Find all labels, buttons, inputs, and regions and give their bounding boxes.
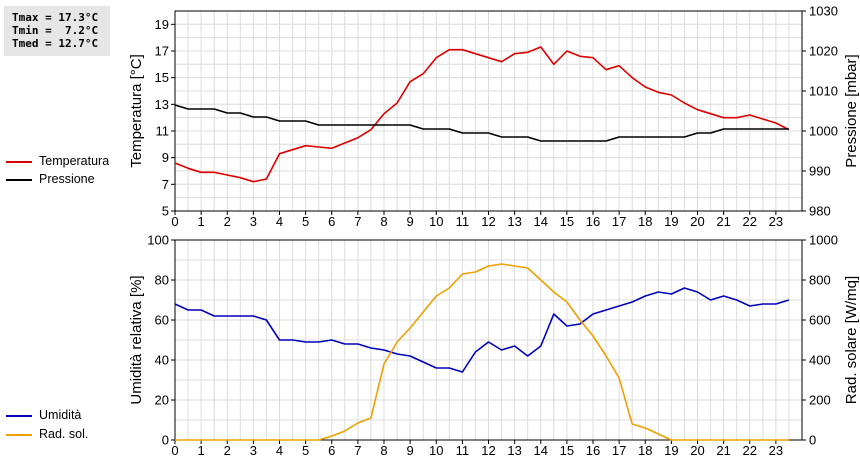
stats-box: Tmax = 17.3°C Tmin = 7.2°C Tmed = 12.7°C — [4, 6, 110, 56]
x-tick-label: 21 — [716, 214, 730, 229]
series-line-pressione — [174, 104, 789, 142]
stat-tmin: Tmin = 7.2°C — [12, 24, 99, 37]
y-tick-label: 60 — [155, 313, 169, 328]
x-tick-label: 22 — [743, 214, 757, 229]
x-tick-label: 23 — [769, 214, 783, 229]
y-tick-label: 7 — [162, 177, 169, 192]
x-tick-label: 19 — [664, 443, 678, 458]
x-tick-label: 3 — [250, 214, 257, 229]
x-tick-label: 9 — [407, 214, 414, 229]
x-tick-label: 5 — [302, 214, 309, 229]
x-tick-label: 11 — [456, 443, 470, 458]
y-tick-label: 13 — [155, 97, 169, 112]
y2-tick-label: 1010 — [809, 84, 838, 99]
x-tick-label: 3 — [250, 443, 257, 458]
x-tick-label: 14 — [534, 214, 548, 229]
y-tick-label: 0 — [162, 433, 169, 448]
series-line-temperatura — [174, 46, 790, 183]
x-tick-label: 0 — [171, 214, 178, 229]
y2-tick-label: 1000 — [809, 124, 838, 139]
x-tick-label: 6 — [328, 443, 335, 458]
y-tick-label: 19 — [155, 17, 169, 32]
y-tick-label: 11 — [156, 124, 170, 139]
legend-label-radsol: Rad. sol. — [39, 427, 89, 441]
x-tick-label: 18 — [638, 214, 652, 229]
legend-label-temperatura: Temperatura — [39, 154, 110, 168]
x-tick-label: 1 — [198, 214, 205, 229]
series-line-umidit — [174, 287, 790, 373]
legend-swatch-pressione — [6, 179, 32, 181]
x-tick-label: 21 — [716, 443, 730, 458]
legend-label-umidita: Umidità — [39, 408, 82, 422]
y2-tick-label: 980 — [809, 204, 831, 219]
y-tick-label: 20 — [155, 393, 169, 408]
legend-swatch-temperatura — [6, 161, 32, 163]
y-tick-label: 100 — [147, 233, 169, 248]
x-tick-label: 10 — [429, 214, 443, 229]
y2-tick-label: 800 — [809, 273, 831, 288]
x-tick-label: 2 — [224, 214, 231, 229]
x-tick-label: 14 — [534, 443, 548, 458]
y-axis-title: Umidità relativa [%] — [128, 275, 145, 404]
x-tick-label: 17 — [612, 443, 626, 458]
x-tick-label: 20 — [690, 443, 704, 458]
y2-tick-label: 200 — [809, 393, 831, 408]
y-axis-title: Temperatura [°C] — [128, 54, 145, 168]
legend-label-pressione: Pressione — [39, 172, 95, 186]
x-tick-label: 16 — [586, 214, 600, 229]
x-tick-label: 10 — [429, 443, 443, 458]
x-tick-label: 2 — [224, 443, 231, 458]
x-tick-label: 12 — [481, 443, 495, 458]
x-tick-label: 18 — [638, 443, 652, 458]
x-tick-label: 0 — [171, 443, 178, 458]
legend-swatch-radsol — [6, 434, 32, 436]
stat-tmed: Tmed = 12.7°C — [12, 37, 99, 50]
x-tick-label: 9 — [407, 443, 414, 458]
x-tick-label: 8 — [380, 214, 387, 229]
y-tick-label: 9 — [162, 150, 169, 165]
x-tick-label: 16 — [586, 443, 600, 458]
y-tick-label: 40 — [155, 353, 169, 368]
x-tick-label: 13 — [507, 214, 521, 229]
y-tick-label: 17 — [155, 44, 169, 59]
y2-axis-title: Pressione [mbar] — [843, 54, 860, 167]
y-tick-label: 15 — [155, 70, 169, 85]
x-tick-label: 11 — [456, 214, 470, 229]
y2-tick-label: 990 — [809, 164, 831, 179]
x-tick-label: 23 — [769, 443, 783, 458]
stat-tmax: Tmax = 17.3°C — [12, 11, 99, 24]
x-tick-label: 17 — [612, 214, 626, 229]
x-tick-label: 5 — [302, 443, 309, 458]
x-tick-label: 22 — [743, 443, 757, 458]
x-tick-label: 6 — [328, 214, 335, 229]
y2-axis-title: Rad. solare [W/mq] — [843, 276, 860, 404]
x-tick-label: 1 — [198, 443, 205, 458]
x-tick-label: 13 — [507, 443, 521, 458]
x-tick-label: 8 — [380, 443, 387, 458]
y-tick-label: 80 — [155, 273, 169, 288]
y2-tick-label: 0 — [809, 433, 816, 448]
x-tick-label: 4 — [276, 214, 283, 229]
series-line-rad-sol — [175, 263, 789, 441]
y2-tick-label: 400 — [809, 353, 831, 368]
x-tick-label: 7 — [354, 443, 361, 458]
x-tick-label: 15 — [560, 214, 574, 229]
y-tick-label: 5 — [162, 204, 169, 219]
y2-tick-label: 600 — [809, 313, 831, 328]
y2-tick-label: 1000 — [809, 233, 838, 248]
x-tick-label: 4 — [276, 443, 283, 458]
y2-tick-label: 1020 — [809, 44, 838, 59]
x-tick-label: 19 — [664, 214, 678, 229]
x-tick-label: 7 — [354, 214, 361, 229]
x-tick-label: 20 — [690, 214, 704, 229]
y2-tick-label: 1030 — [809, 4, 838, 19]
x-tick-label: 12 — [481, 214, 495, 229]
legend-swatch-umidita — [6, 415, 32, 417]
x-tick-label: 15 — [560, 443, 574, 458]
